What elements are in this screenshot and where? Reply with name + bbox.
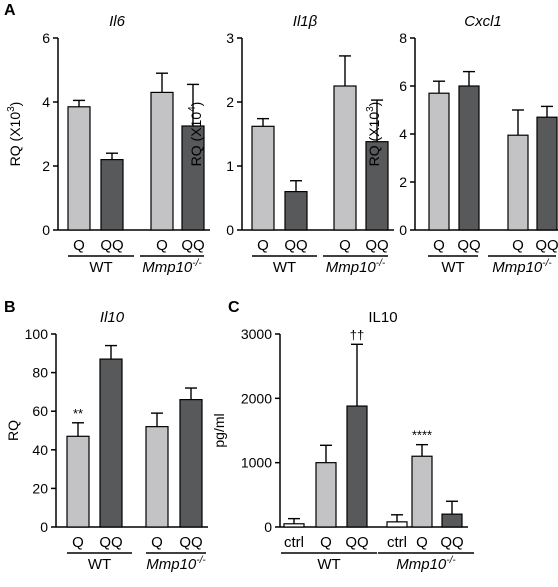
bar bbox=[386, 521, 408, 528]
y-tick-label: 0 bbox=[226, 222, 234, 238]
y-axis-label: RQ (X103) bbox=[6, 102, 23, 167]
group-label: WT bbox=[89, 259, 112, 276]
y-tick-label: 0 bbox=[264, 519, 272, 535]
x-tick-label: Q bbox=[512, 237, 524, 254]
x-tick-label: QQ bbox=[99, 534, 122, 551]
x-tick-label: Q bbox=[339, 237, 351, 254]
chart-title: Cxcl1 bbox=[464, 13, 502, 30]
y-tick-label: 2 bbox=[42, 158, 50, 174]
y-tick-label: 4 bbox=[399, 126, 407, 142]
x-tick-label: Q bbox=[72, 534, 84, 551]
bar bbox=[441, 513, 463, 528]
x-tick-label: QQ bbox=[284, 237, 307, 254]
bar bbox=[179, 399, 203, 528]
group-label: WT bbox=[273, 259, 296, 276]
x-tick-label: QQ bbox=[365, 237, 388, 254]
group-label: WT bbox=[441, 259, 464, 276]
y-tick-label: 20 bbox=[32, 480, 48, 496]
bar bbox=[507, 134, 529, 231]
bar bbox=[67, 106, 91, 231]
panel-label-a: A bbox=[4, 2, 16, 19]
significance-label: **** bbox=[412, 428, 432, 443]
y-tick-label: 3 bbox=[226, 30, 234, 46]
y-tick-label: 3000 bbox=[241, 326, 272, 342]
chart-title: IL10 bbox=[368, 309, 397, 326]
y-tick-label: 6 bbox=[42, 30, 50, 46]
x-tick-label: QQ bbox=[535, 237, 558, 254]
x-tick-label: Q bbox=[320, 534, 332, 551]
y-tick-label: 0 bbox=[40, 519, 48, 535]
y-axis-label: RQ bbox=[5, 420, 21, 441]
chart-title: Il6 bbox=[109, 13, 126, 30]
x-tick-label: ctrl bbox=[387, 534, 407, 551]
bar bbox=[458, 85, 480, 231]
y-tick-label: 0 bbox=[399, 222, 407, 238]
bar bbox=[283, 523, 305, 528]
bar bbox=[251, 125, 275, 231]
y-tick-label: 2000 bbox=[241, 390, 272, 406]
y-axis-label: pg/ml bbox=[211, 413, 227, 447]
group-label: Mmp10-/- bbox=[142, 258, 202, 276]
y-tick-label: 2 bbox=[399, 174, 407, 190]
y-tick-label: 6 bbox=[399, 78, 407, 94]
y-tick-label: 100 bbox=[25, 326, 49, 342]
y-axis-label: RQ (X103) bbox=[365, 102, 382, 167]
x-tick-label: QQ bbox=[345, 534, 368, 551]
x-tick-label: Q bbox=[416, 534, 428, 551]
group-label: Mmp10-/- bbox=[492, 258, 552, 276]
chart-title: Il10 bbox=[100, 309, 125, 326]
bar bbox=[536, 116, 558, 231]
x-tick-label: Q bbox=[257, 237, 269, 254]
x-tick-label: QQ bbox=[457, 237, 480, 254]
bar bbox=[66, 435, 90, 528]
x-tick-label: QQ bbox=[100, 237, 123, 254]
y-tick-label: 1000 bbox=[241, 455, 272, 471]
x-tick-label: Q bbox=[73, 237, 85, 254]
chart-5: IL10 0 1000 2000 3000 pg/ml ctrl Q †† QQ ctrl **** Q… bbox=[211, 309, 474, 573]
bar bbox=[145, 426, 169, 528]
significance-label: ** bbox=[73, 406, 83, 421]
group-label: Mmp10-/- bbox=[146, 555, 206, 573]
significance-label: †† bbox=[350, 327, 364, 342]
y-tick-label: 60 bbox=[32, 403, 48, 419]
panel-label-b: B bbox=[4, 299, 16, 316]
x-tick-label: QQ bbox=[181, 237, 204, 254]
bar bbox=[99, 358, 123, 528]
panel-label-c: C bbox=[228, 299, 240, 316]
bar bbox=[411, 455, 433, 528]
bar bbox=[333, 85, 357, 231]
y-tick-label: 40 bbox=[32, 442, 48, 458]
y-tick-label: 0 bbox=[42, 222, 50, 238]
x-tick-label: Q bbox=[156, 237, 168, 254]
bar bbox=[428, 92, 450, 231]
bar bbox=[284, 191, 308, 231]
group-label: WT bbox=[88, 556, 111, 573]
y-axis-label: RQ (X104) bbox=[187, 102, 204, 167]
chart-title: Il1β bbox=[293, 13, 318, 30]
x-tick-label: Q bbox=[433, 237, 445, 254]
group-label: WT bbox=[317, 556, 340, 573]
x-tick-label: QQ bbox=[440, 534, 463, 551]
y-tick-label: 80 bbox=[32, 365, 48, 381]
y-tick-label: 1 bbox=[226, 158, 234, 174]
bar bbox=[100, 159, 124, 231]
x-tick-label: Q bbox=[151, 534, 163, 551]
bar bbox=[315, 462, 337, 528]
x-tick-label: QQ bbox=[179, 534, 202, 551]
bar bbox=[346, 405, 368, 528]
bar bbox=[150, 91, 174, 231]
y-tick-label: 2 bbox=[226, 94, 234, 110]
group-label: Mmp10-/- bbox=[396, 555, 456, 573]
x-tick-label: ctrl bbox=[284, 534, 304, 551]
group-label: Mmp10-/- bbox=[326, 258, 386, 276]
y-tick-label: 8 bbox=[399, 30, 407, 46]
y-tick-label: 4 bbox=[42, 94, 50, 110]
